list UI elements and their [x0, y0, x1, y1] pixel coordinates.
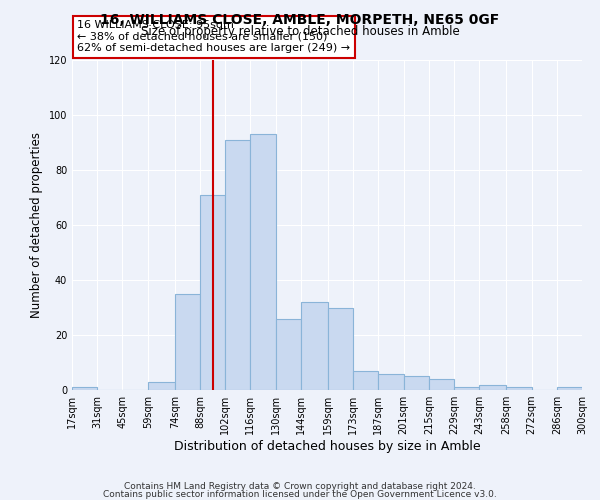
Text: Contains public sector information licensed under the Open Government Licence v3: Contains public sector information licen…	[103, 490, 497, 499]
Bar	[353, 371, 379, 390]
Text: 16 WILLIAMS CLOSE: 95sqm
← 38% of detached houses are smaller (150)
62% of semi-: 16 WILLIAMS CLOSE: 95sqm ← 38% of detach…	[77, 20, 350, 54]
Text: Contains HM Land Registry data © Crown copyright and database right 2024.: Contains HM Land Registry data © Crown c…	[124, 482, 476, 491]
Bar	[275, 318, 301, 390]
X-axis label: Distribution of detached houses by size in Amble: Distribution of detached houses by size …	[173, 440, 481, 453]
Bar	[148, 382, 175, 390]
Bar	[301, 302, 328, 390]
Bar	[557, 387, 582, 390]
Bar	[225, 140, 250, 390]
Y-axis label: Number of detached properties: Number of detached properties	[30, 132, 43, 318]
Bar	[404, 376, 429, 390]
Bar	[506, 387, 532, 390]
Bar	[454, 387, 479, 390]
Bar	[479, 384, 506, 390]
Text: Size of property relative to detached houses in Amble: Size of property relative to detached ho…	[140, 25, 460, 38]
Bar	[328, 308, 353, 390]
Text: 16, WILLIAMS CLOSE, AMBLE, MORPETH, NE65 0GF: 16, WILLIAMS CLOSE, AMBLE, MORPETH, NE65…	[100, 12, 500, 26]
Bar	[250, 134, 275, 390]
Bar	[379, 374, 404, 390]
Bar	[200, 194, 225, 390]
Bar	[175, 294, 200, 390]
Bar	[429, 379, 454, 390]
Bar	[72, 387, 97, 390]
